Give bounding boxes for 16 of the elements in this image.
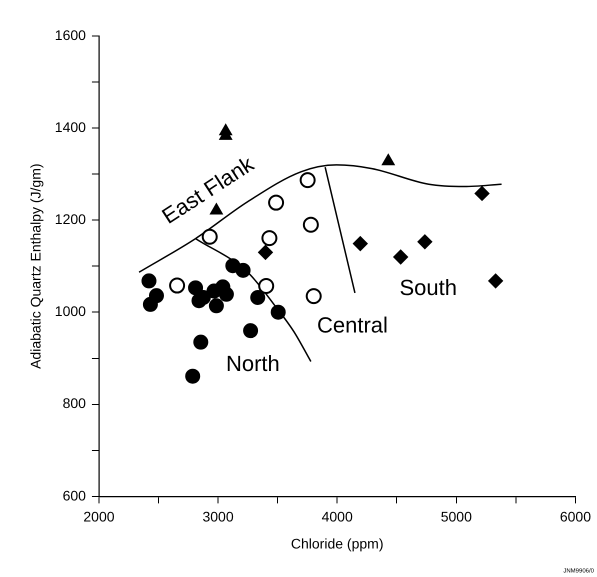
y-tick-label: 1000 bbox=[54, 303, 86, 320]
y-axis-title: Adiabatic Quartz Enthalpy (J/gm) bbox=[27, 163, 44, 369]
y-tick-label: 600 bbox=[62, 487, 86, 504]
x-axis-title: Chloride (ppm) bbox=[290, 535, 384, 552]
annotation: South bbox=[399, 274, 457, 300]
y-tick-label: 1400 bbox=[54, 118, 86, 135]
x-tick-label: 3000 bbox=[202, 508, 234, 525]
x-tick-label: 4000 bbox=[322, 508, 353, 525]
annotation: North bbox=[226, 351, 280, 376]
y-tick-label: 1600 bbox=[54, 26, 86, 43]
x-tick-label: 5000 bbox=[440, 508, 472, 525]
y-tick-label: 1200 bbox=[54, 211, 86, 228]
x-tick-label: 6000 bbox=[560, 508, 592, 525]
x-tick-label: 2000 bbox=[83, 508, 115, 525]
y-tick-label: 800 bbox=[62, 395, 86, 412]
annotation: Central bbox=[316, 312, 388, 338]
